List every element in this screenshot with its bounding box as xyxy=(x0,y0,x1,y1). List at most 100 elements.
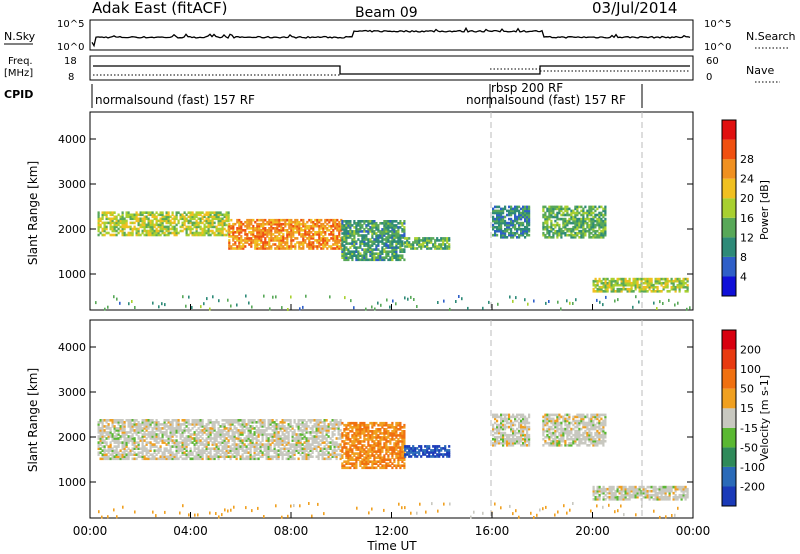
echo-cell xyxy=(153,229,156,233)
echo-cell xyxy=(361,236,364,239)
echo-cell xyxy=(161,453,164,456)
echo-cell xyxy=(221,227,224,231)
echo-cell xyxy=(514,231,517,235)
echo-cell xyxy=(123,423,126,426)
echo-cell xyxy=(129,429,132,432)
echo-cell xyxy=(99,431,102,434)
echo-cell xyxy=(510,229,513,233)
echo-cell xyxy=(397,458,400,461)
echo-cell xyxy=(179,455,182,458)
echo-cell xyxy=(107,231,110,235)
echo-cell xyxy=(207,437,210,440)
echo-cell xyxy=(389,432,392,435)
echo-cell xyxy=(249,449,252,452)
echo-cell xyxy=(332,239,335,242)
echo-cell xyxy=(426,245,429,248)
echo-cell xyxy=(195,429,198,432)
echo-cell xyxy=(259,425,262,428)
echo-cell xyxy=(520,223,523,227)
echo-cell xyxy=(265,453,268,456)
echo-cell xyxy=(298,229,301,232)
echo-cell xyxy=(223,441,226,444)
echo-cell xyxy=(357,234,360,237)
echo-cell xyxy=(544,225,547,229)
echo-cell xyxy=(277,423,280,426)
echo-cell xyxy=(377,464,380,467)
echo-cell xyxy=(99,219,102,223)
echo-cell xyxy=(399,236,402,239)
echo-cell xyxy=(159,447,162,450)
echo-cell xyxy=(233,439,236,442)
echo-cell xyxy=(385,432,388,435)
echo-cell xyxy=(371,252,374,255)
echo-cell xyxy=(209,431,212,434)
echo-cell xyxy=(336,224,339,228)
echo-cell xyxy=(347,234,350,237)
echo-cell xyxy=(201,423,204,426)
echo-cell xyxy=(277,435,280,438)
echo-cell xyxy=(266,229,269,232)
echo-cell xyxy=(246,220,249,224)
echo-cell xyxy=(151,221,154,225)
echo-cell xyxy=(131,233,134,237)
echo-cell xyxy=(502,229,505,233)
echo-cell xyxy=(381,458,384,461)
echo-cell xyxy=(526,215,529,219)
echo-cell xyxy=(387,448,390,451)
echo-cell xyxy=(401,224,404,227)
echo-cell xyxy=(227,441,230,444)
echo-cell xyxy=(207,457,210,461)
echo-cell xyxy=(323,451,326,454)
echo-cell xyxy=(560,231,563,235)
echo-cell xyxy=(598,277,601,281)
echo-cell xyxy=(241,453,244,456)
echo-cell xyxy=(163,453,166,456)
echo-cell xyxy=(248,237,251,240)
echo-cell xyxy=(393,452,396,455)
echo-cell xyxy=(323,419,326,422)
echo-cell xyxy=(606,277,609,281)
echo-cell xyxy=(253,433,256,436)
echo-cell xyxy=(175,427,178,430)
echo-cell xyxy=(153,455,156,458)
echo-cell xyxy=(375,234,378,237)
echo-cell xyxy=(187,451,190,454)
echo-cell xyxy=(237,437,240,440)
echo-cell xyxy=(375,432,378,435)
echo-cell xyxy=(123,445,126,448)
echo-cell xyxy=(197,213,200,217)
echo-cell xyxy=(353,444,356,447)
echo-cell xyxy=(295,447,298,450)
echo-cell xyxy=(367,258,370,262)
echo-cell xyxy=(524,215,527,219)
echo-cell xyxy=(238,222,241,226)
echo-cell xyxy=(137,447,140,450)
echo-cell xyxy=(298,241,301,244)
echo-cell xyxy=(279,437,282,440)
echo-cell xyxy=(401,230,404,233)
echo-cell xyxy=(105,433,108,436)
echo-cell xyxy=(153,449,156,452)
echo-cell xyxy=(314,231,317,234)
echo-cell xyxy=(312,227,315,230)
echo-cell xyxy=(304,224,307,228)
echo-cell xyxy=(315,439,318,442)
echo-cell xyxy=(566,213,569,217)
echo-cell xyxy=(568,217,571,221)
echo-cell xyxy=(197,221,200,225)
echo-cell xyxy=(299,439,302,442)
echo-cell xyxy=(285,453,288,456)
echo-cell xyxy=(173,441,176,444)
echo-cell xyxy=(258,229,261,232)
echo-cell xyxy=(311,435,314,438)
echo-cell xyxy=(548,211,551,215)
echo-cell xyxy=(159,431,162,434)
echo-cell xyxy=(387,454,390,457)
echo-cell xyxy=(117,441,120,444)
echo-cell xyxy=(303,435,306,438)
echo-cell xyxy=(227,215,230,219)
echo-cell xyxy=(257,457,260,461)
echo-cell xyxy=(225,223,228,227)
echo-cell xyxy=(314,218,317,222)
echo-cell xyxy=(393,240,396,243)
